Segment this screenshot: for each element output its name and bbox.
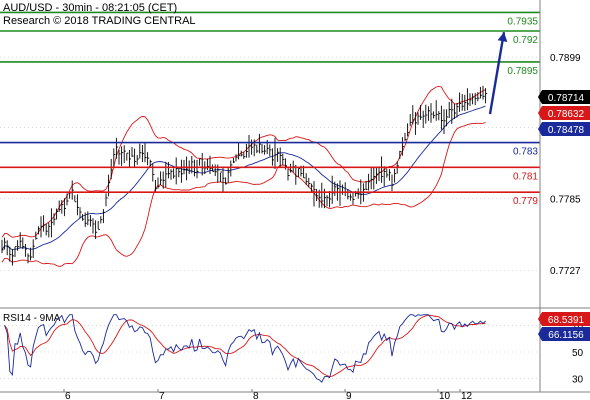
level-0.7895-label: 0.7895 xyxy=(507,66,538,77)
level-0.792-label: 0.792 xyxy=(513,35,538,46)
support-resistance-levels: 0.7935 0.792 0.7895 0.783 0.781 0.779 xyxy=(0,11,540,207)
rsi-panel: RSI14 - 9MA xyxy=(0,307,590,383)
bollinger-lower xyxy=(1,122,486,267)
rsi-box-1-bg xyxy=(542,327,590,341)
price-bars xyxy=(1,85,488,266)
y-tick-label-0: 0.7899 xyxy=(550,53,581,64)
price-box-0-text: 0.78714 xyxy=(548,93,585,104)
rsi-box-1-pointer xyxy=(538,327,542,341)
price-box-2-text: 0.78478 xyxy=(548,125,585,136)
price-box-0-pointer xyxy=(538,90,542,104)
chart-subtitle: Research © 2018 TRADING CENTRAL xyxy=(3,15,196,27)
main-grid xyxy=(0,56,540,271)
forecast-arrow-head xyxy=(497,32,508,42)
moving-average xyxy=(1,105,486,251)
level-0.783-label: 0.783 xyxy=(513,147,538,158)
rsi-title: RSI14 - 9MA xyxy=(3,313,61,324)
x-tick-label-3: 9 xyxy=(346,391,352,400)
price-box-1-bg xyxy=(542,106,590,120)
rsi-tick-label-1: 50 xyxy=(572,348,584,359)
price-box-0-bg xyxy=(542,90,590,104)
rsi-tick-label-0: 70 xyxy=(572,321,584,332)
y-tick-label-3: 0.7727 xyxy=(550,266,581,277)
x-tick-label-0: 6 xyxy=(65,391,71,400)
level-0.779-label: 0.779 xyxy=(513,196,538,207)
price-box-2-bg xyxy=(542,122,590,136)
x-tick-label-2: 8 xyxy=(253,391,259,400)
value-boxes: 0.78714 0.78632 0.78478 68.5391 66.1156 xyxy=(538,90,590,341)
level-0.7935-label: 0.7935 xyxy=(507,16,538,27)
rsi-tick-label-2: 30 xyxy=(572,375,584,386)
price-box-2-pointer xyxy=(538,122,542,136)
chart-title: AUD/USD - 30min - 08:21:05 (CET) xyxy=(3,2,177,14)
rsi-box-0-pointer xyxy=(538,312,542,326)
rsi-box-1-text: 66.1156 xyxy=(548,330,584,341)
price-box-1-pointer xyxy=(538,106,542,120)
price-box-1-text: 0.78632 xyxy=(548,109,585,120)
rsi-ma-line xyxy=(4,314,486,377)
rsi-box-0-bg xyxy=(542,312,590,326)
y-tick-label-2: 0.7785 xyxy=(550,194,581,205)
x-tick-label-4: 10 xyxy=(439,391,451,400)
forecast-arrow xyxy=(488,32,508,115)
forecast-arrow-shaft xyxy=(488,32,506,115)
x-tick-label-1: 7 xyxy=(159,391,165,400)
bollinger-upper xyxy=(1,85,486,238)
rsi-line xyxy=(4,314,486,383)
level-0.781-label: 0.781 xyxy=(513,171,538,182)
rsi-box-0-text: 68.5391 xyxy=(548,315,585,326)
x-tick-label-5: 12 xyxy=(461,391,473,400)
